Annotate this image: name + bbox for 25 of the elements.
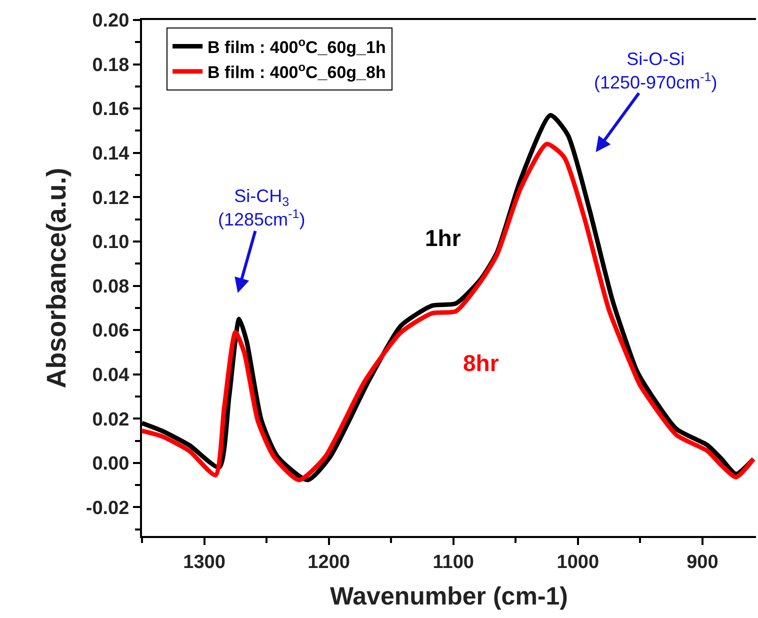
y-tick-label: 0.06 (92, 320, 130, 342)
y-axis-title: Absorbance(a.u.) (41, 168, 72, 388)
x-tick-label: 1000 (556, 552, 600, 573)
annotation: 1hr (425, 225, 461, 251)
y-tick-label: 0.04 (92, 364, 130, 386)
annotation: Si-O-Si (1250-970cm$^{-1}$) (594, 49, 718, 92)
x-tick-label: 1100 (432, 552, 474, 573)
y-tick-label: 0.18 (92, 54, 130, 76)
y-tick-label: 0.10 (92, 232, 130, 254)
legend-label: B film : 400$^{o}$C_60g_1h (208, 34, 386, 57)
y-tick-label: 0.14 (92, 144, 130, 165)
legend-label: B film : 400$^{o}$C_60g_8h (208, 60, 386, 82)
y-tick-label: -0.02 (86, 498, 130, 519)
annotation: Si-CH$_{3}$ (1285cm$^{-1}$) (218, 186, 306, 230)
x-axis-title: Wavenumber (cm-1) (330, 582, 568, 610)
y-tick-label: 0.20 (92, 10, 130, 32)
x-tick-label: 900 (686, 552, 718, 573)
x-tick-label: 1200 (308, 552, 350, 573)
y-tick-label: 0.00 (92, 454, 130, 475)
x-tick-label: 1300 (183, 552, 226, 573)
annotation: 8hr (463, 350, 499, 376)
y-tick-label: 0.12 (92, 188, 130, 209)
y-tick-label: 0.16 (92, 99, 130, 120)
y-tick-label: 0.02 (92, 409, 130, 430)
y-tick-label: 0.08 (92, 276, 130, 298)
